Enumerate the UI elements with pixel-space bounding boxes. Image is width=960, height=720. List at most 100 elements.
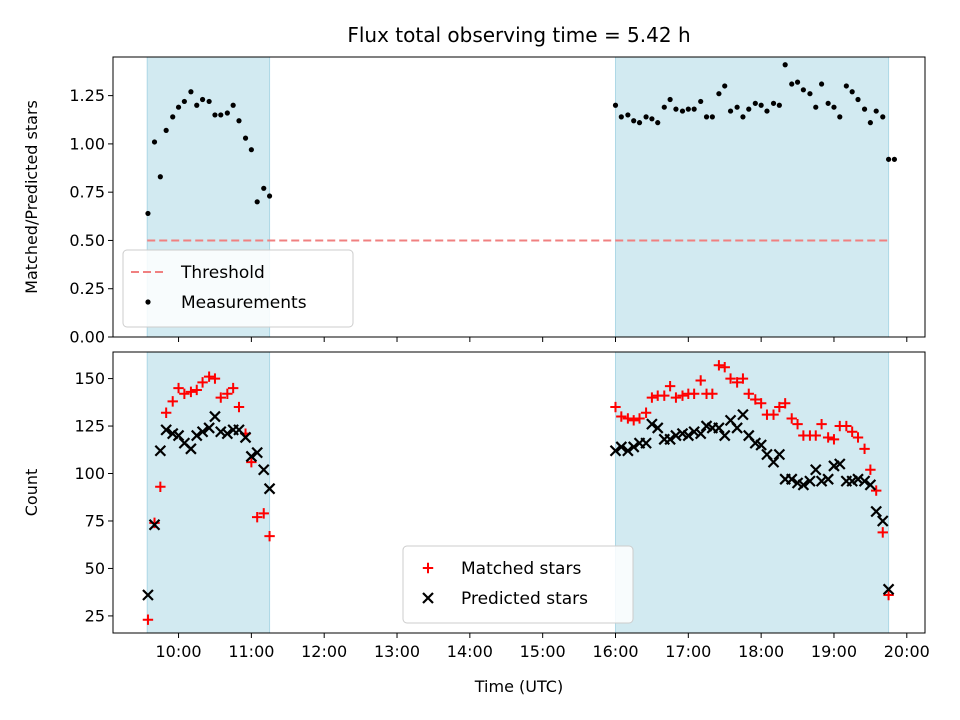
data-point [670,429,682,442]
data-point [209,410,221,423]
y-tick-label: 0.25 [69,279,105,298]
data-point [858,475,871,487]
legend-label: Predicted stars [461,589,588,609]
data-point [768,409,779,420]
data-point [752,100,758,106]
data-point [815,475,828,487]
data-point [698,98,704,105]
data-point [155,481,166,493]
data-point [218,112,224,118]
data-point [855,96,861,103]
x-tick-label: 10:00 [155,642,201,661]
data-point [670,392,682,403]
data-point [643,114,649,120]
data-point [725,373,736,384]
data-point [236,118,242,124]
data-point [149,517,160,529]
data-point [746,106,752,112]
data-point [861,106,868,112]
data-point [151,139,158,145]
data-point [181,98,187,105]
data-point [640,407,652,418]
y-tick-label: 125 [74,417,105,436]
data-point [758,102,764,108]
data-point [615,441,628,453]
legend-box [402,545,634,624]
data-point [786,413,797,424]
data-point [263,482,276,495]
data-point [163,127,169,133]
data-point [215,392,226,403]
data-point [813,104,819,110]
y-tick-label: 100 [74,464,105,483]
data-point [865,464,876,475]
data-point [867,120,873,126]
data-point [179,388,190,399]
data-point [248,147,254,153]
data-point [773,448,786,461]
data-point [612,102,619,108]
legend-label: Matched stars [461,559,581,579]
count-panel: 25 50 75 100 125 150 10:00 11:00 12:00 13:00 14:00… [22,351,930,661]
y-tick-label: 0.50 [69,231,105,250]
data-point [157,174,163,180]
data-point [722,83,728,89]
data-point [792,418,803,430]
data-point [804,475,816,487]
x-tick-label: 18:00 [738,642,784,661]
observing-window-2 [615,57,889,337]
data-point [713,422,725,434]
data-point [779,398,791,409]
data-point [822,432,834,443]
data-point [891,156,898,162]
data-point [209,373,221,384]
x-tick-label: 15:00 [520,642,566,661]
data-point [685,106,691,112]
data-point [160,424,172,436]
data-point [864,479,877,491]
data-point [794,79,801,85]
data-point [713,360,725,371]
data-point [194,102,200,108]
data-point [880,114,886,120]
data-point [825,100,831,106]
x-tick-label: 11:00 [228,642,274,661]
data-point [651,422,664,434]
data-point [199,96,206,103]
data-point [148,518,161,531]
data-point [242,135,249,141]
data-point [173,382,184,394]
data-point [246,456,257,468]
x-tick-label: 16:00 [592,642,638,661]
data-point [859,443,870,455]
ratio-panel: 0.00 0.25 0.50 0.75 1.00 1.25 Matched/Predicte… [22,56,926,347]
data-point [877,527,888,538]
data-point [610,401,621,413]
y-tick-label: 1.25 [69,86,105,105]
data-point [743,388,754,399]
data-point [258,508,269,519]
data-point [789,81,795,87]
data-point [837,114,843,120]
data-point [154,444,167,457]
data-point [703,114,710,120]
data-point [770,100,777,106]
data-point [227,382,239,394]
data-point [828,434,840,445]
data-point [622,413,634,424]
data-point [616,411,627,422]
data-point [740,114,746,120]
x-tick-label: 19:00 [811,642,857,661]
y-tick-label: 75 [85,511,105,530]
data-point [767,456,780,468]
data-point [809,463,822,476]
plot-frame [112,56,926,338]
data-point [818,81,825,87]
data-point [755,398,767,409]
legend: Matched stars Predicted stars [402,545,634,624]
data-point [755,439,767,451]
data-point [691,106,697,112]
data-point [727,108,734,114]
y-tick-label: 50 [85,559,105,578]
